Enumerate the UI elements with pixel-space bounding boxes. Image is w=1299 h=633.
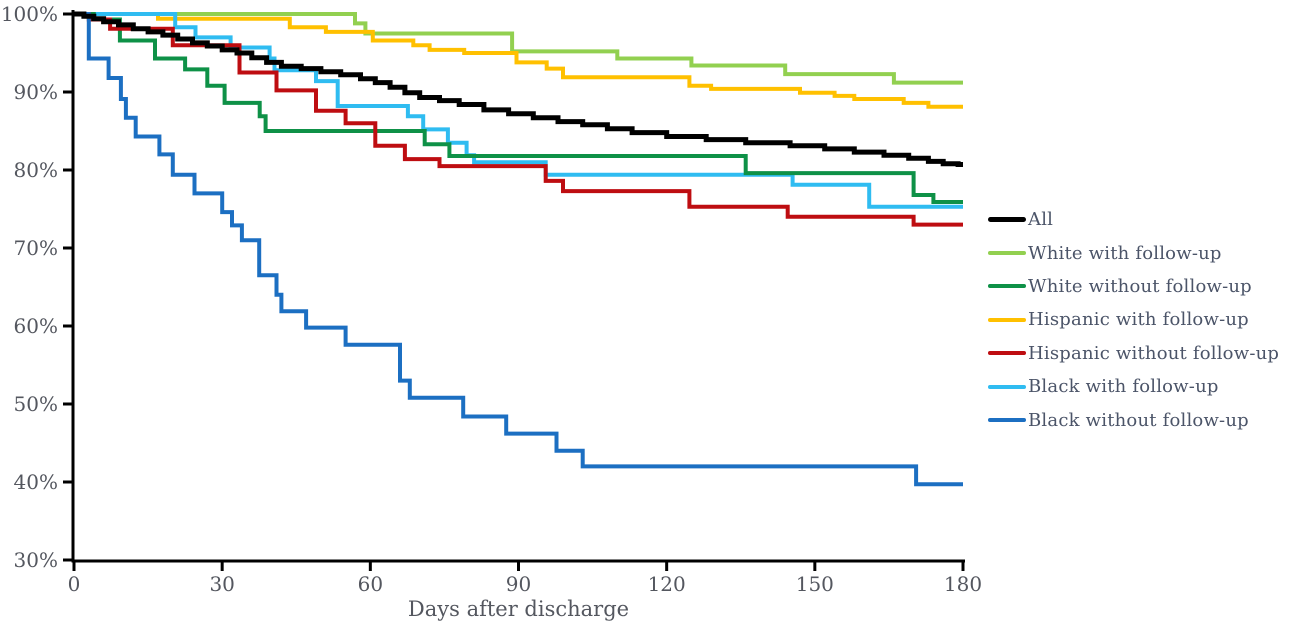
x-tick-label-0: 0: [68, 572, 81, 596]
legend-label-white-with-follow-up: White with follow-up: [1028, 242, 1222, 264]
legend-label-hispanic-without-follow-up: Hispanic without follow-up: [1028, 342, 1280, 364]
legend-label-black-with-follow-up: Black with follow-up: [1028, 376, 1219, 398]
series-line-white-without-follow-up: [74, 12, 963, 204]
x-tick-label-90: 90: [506, 572, 531, 596]
legend-swatch-hispanic-without-follow-up: [988, 351, 1026, 356]
y-tick-label-50: 50%: [14, 392, 58, 416]
legend-label-hispanic-with-follow-up: Hispanic with follow-up: [1028, 309, 1249, 331]
series-line-hispanic-without-follow-up: [74, 12, 963, 227]
legend-swatch-white-with-follow-up: [988, 251, 1026, 256]
legend-item-hispanic-with-follow-up: Hispanic with follow-up: [988, 303, 1279, 336]
y-tick-label-30: 30%: [14, 548, 58, 572]
y-tick-label-70: 70%: [14, 236, 58, 260]
legend-label-all: All: [1028, 209, 1054, 231]
x-tick-label-60: 60: [358, 572, 383, 596]
x-tick-label-120: 120: [648, 572, 686, 596]
legend-item-white-without-follow-up: White without follow-up: [988, 270, 1279, 303]
x-tick-label-30: 30: [209, 572, 234, 596]
x-tick-label-150: 150: [796, 572, 834, 596]
legend-label-black-without-follow-up: Black without follow-up: [1028, 409, 1249, 431]
legend-swatch-black-without-follow-up: [988, 418, 1026, 423]
legend-item-black-with-follow-up: Black with follow-up: [988, 370, 1279, 403]
series-line-white-with-follow-up: [74, 12, 963, 85]
legend-item-black-without-follow-up: Black without follow-up: [988, 403, 1279, 436]
legend-item-all: All: [988, 203, 1279, 236]
x-axis-title: Days after discharge: [407, 597, 630, 621]
x-tick-label-180: 180: [944, 572, 982, 596]
y-tick-label-80: 80%: [14, 158, 58, 182]
legend-swatch-hispanic-with-follow-up: [988, 317, 1026, 322]
legend-label-white-without-follow-up: White without follow-up: [1028, 275, 1252, 297]
legend-swatch-black-with-follow-up: [988, 384, 1026, 389]
y-tick-label-100: 100%: [1, 2, 58, 26]
series-line-black-without-follow-up: [74, 12, 963, 487]
legend: All White with follow-up White without fol…: [988, 203, 1279, 437]
legend-item-hispanic-without-follow-up: Hispanic without follow-up: [988, 337, 1279, 370]
legend-swatch-white-without-follow-up: [988, 284, 1026, 289]
legend-swatch-all: [988, 217, 1026, 223]
y-tick-label-60: 60%: [14, 314, 58, 338]
legend-item-white-with-follow-up: White with follow-up: [988, 236, 1279, 269]
y-tick-label-40: 40%: [14, 470, 58, 494]
y-tick-label-90: 90%: [14, 80, 58, 104]
series-line-all: [74, 11, 963, 167]
series-line-hispanic-with-follow-up: [74, 12, 963, 109]
